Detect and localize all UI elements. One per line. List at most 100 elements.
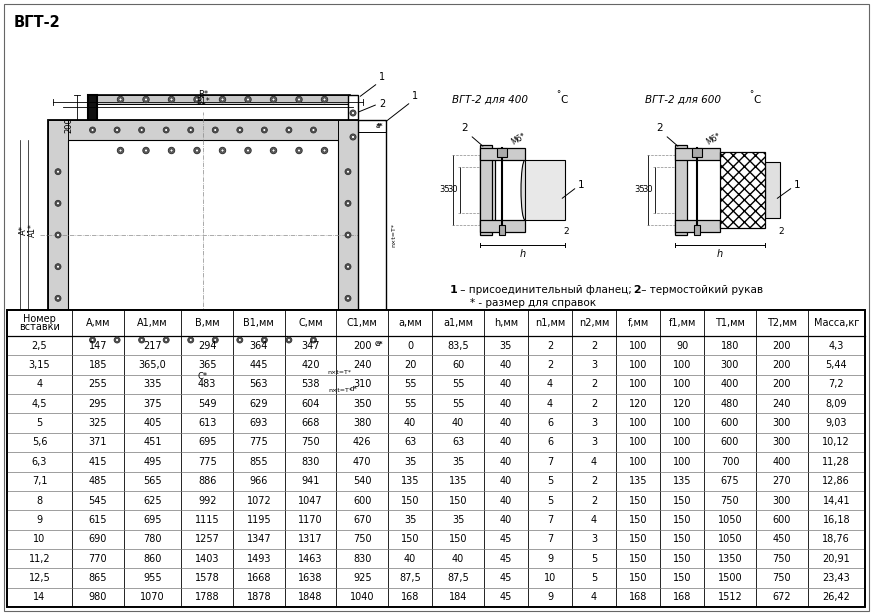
Circle shape <box>194 148 200 154</box>
Text: 100: 100 <box>629 341 647 351</box>
Text: h: h <box>717 249 723 259</box>
Text: А1*: А1* <box>28 223 37 237</box>
Text: 4: 4 <box>37 379 43 389</box>
Circle shape <box>261 337 267 343</box>
Circle shape <box>298 98 300 101</box>
Text: 1195: 1195 <box>246 515 272 525</box>
Text: 1317: 1317 <box>299 534 323 544</box>
Circle shape <box>55 264 61 269</box>
Circle shape <box>246 98 250 101</box>
Bar <box>692 148 702 157</box>
Text: h,мм: h,мм <box>494 318 518 328</box>
Circle shape <box>55 295 61 301</box>
Text: 55: 55 <box>451 379 464 389</box>
Text: 4: 4 <box>591 515 597 525</box>
Text: 180: 180 <box>721 341 739 351</box>
Text: 5: 5 <box>37 418 43 428</box>
Text: 150: 150 <box>629 534 647 544</box>
Circle shape <box>196 149 198 152</box>
Circle shape <box>168 97 175 103</box>
Text: 4,5: 4,5 <box>31 399 47 409</box>
Text: 294: 294 <box>198 341 217 351</box>
Bar <box>480 148 525 160</box>
Text: 540: 540 <box>353 476 372 486</box>
Bar <box>480 155 495 225</box>
Text: 300: 300 <box>773 418 791 428</box>
Text: В1,мм: В1,мм <box>244 318 274 328</box>
Text: 668: 668 <box>301 418 320 428</box>
Text: 992: 992 <box>198 496 217 506</box>
Text: 87,5: 87,5 <box>447 573 469 583</box>
Circle shape <box>237 337 243 343</box>
Circle shape <box>170 98 173 101</box>
Circle shape <box>196 98 198 101</box>
Bar <box>338 120 358 350</box>
Text: 9,03: 9,03 <box>826 418 847 428</box>
Circle shape <box>261 127 267 133</box>
Text: 200: 200 <box>353 341 372 351</box>
Text: d*: d* <box>350 386 358 392</box>
Text: 380: 380 <box>353 418 371 428</box>
Circle shape <box>119 149 122 152</box>
Text: n×t=T*: n×t=T* <box>328 388 352 393</box>
Text: В,мм: В,мм <box>195 318 219 328</box>
Circle shape <box>115 338 119 341</box>
Circle shape <box>311 127 316 133</box>
Circle shape <box>237 127 243 133</box>
Circle shape <box>141 338 143 341</box>
Circle shape <box>238 129 241 132</box>
Text: 55: 55 <box>451 399 464 409</box>
Bar <box>358 120 386 350</box>
Text: М6*: М6* <box>510 132 528 147</box>
Text: 11,2: 11,2 <box>29 554 51 563</box>
Text: 980: 980 <box>89 592 107 602</box>
Text: 5,44: 5,44 <box>826 360 847 370</box>
Text: 335: 335 <box>143 379 162 389</box>
Text: 40: 40 <box>452 418 464 428</box>
Text: 4: 4 <box>546 399 553 409</box>
Text: 10: 10 <box>33 534 45 544</box>
Text: 629: 629 <box>250 399 268 409</box>
Text: 23,43: 23,43 <box>822 573 850 583</box>
Circle shape <box>345 200 351 207</box>
Text: 40: 40 <box>499 476 512 486</box>
Circle shape <box>139 127 145 133</box>
Text: a*: a* <box>375 123 383 129</box>
Circle shape <box>347 297 349 300</box>
Text: 40: 40 <box>499 360 512 370</box>
Text: 45: 45 <box>499 573 512 583</box>
Text: 5: 5 <box>546 496 553 506</box>
Circle shape <box>296 148 302 154</box>
Text: 4: 4 <box>591 592 597 602</box>
Text: 6: 6 <box>546 437 553 448</box>
Text: 2: 2 <box>546 360 553 370</box>
Circle shape <box>263 338 266 341</box>
Circle shape <box>219 148 226 154</box>
Text: 445: 445 <box>250 360 268 370</box>
Text: 347: 347 <box>301 341 320 351</box>
Text: T1,мм: T1,мм <box>715 318 745 328</box>
Text: 415: 415 <box>89 457 107 467</box>
Text: 150: 150 <box>449 496 467 506</box>
Text: 5,6: 5,6 <box>31 437 47 448</box>
Text: 1878: 1878 <box>246 592 272 602</box>
Circle shape <box>271 148 277 154</box>
Bar <box>765 162 780 218</box>
Circle shape <box>55 232 61 238</box>
Text: 3: 3 <box>591 360 597 370</box>
Circle shape <box>194 97 200 103</box>
Text: 12,5: 12,5 <box>29 573 51 583</box>
Circle shape <box>221 149 224 152</box>
Text: 2: 2 <box>591 399 597 409</box>
Text: 1050: 1050 <box>718 534 742 544</box>
Text: 695: 695 <box>143 515 162 525</box>
Text: 364: 364 <box>250 341 268 351</box>
Text: 255: 255 <box>88 379 107 389</box>
Text: 672: 672 <box>773 592 791 602</box>
Text: 150: 150 <box>673 515 691 525</box>
Text: 549: 549 <box>198 399 217 409</box>
Text: 600: 600 <box>721 437 739 448</box>
Text: В*: В* <box>198 90 208 99</box>
Circle shape <box>298 149 300 152</box>
Text: ВГТ-2 для 400: ВГТ-2 для 400 <box>452 95 528 105</box>
